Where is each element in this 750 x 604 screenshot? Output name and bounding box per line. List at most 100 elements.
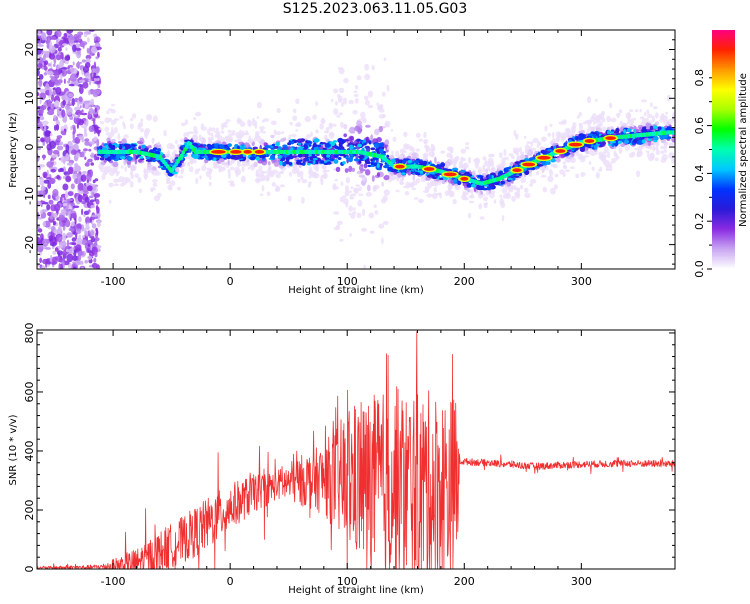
heatmap-cell — [542, 186, 547, 193]
heatmap-cell — [79, 105, 82, 109]
heatmap-cell — [56, 135, 63, 139]
heatmap-cell — [88, 125, 95, 133]
heatmap-cell — [75, 62, 81, 69]
heatmap-cell — [60, 156, 67, 163]
heatmap-cell — [604, 146, 609, 153]
heatmap-cell — [570, 166, 575, 169]
heatmap-cell — [483, 196, 488, 202]
heatmap-cell — [81, 239, 87, 245]
heatmap-cell — [46, 177, 52, 180]
heatmap-cell — [225, 136, 230, 143]
heatmap-cell — [193, 117, 197, 121]
heatmap-cell — [360, 167, 364, 174]
heatmap-cell — [176, 186, 181, 191]
heatmap-cell — [648, 145, 653, 150]
heatmap-cell — [55, 54, 62, 61]
heatmap-cell — [119, 115, 124, 119]
heatmap-cell — [143, 172, 149, 180]
heatmap-cell — [629, 109, 634, 113]
heatmap-cell — [338, 112, 344, 116]
heatmap-cell — [192, 154, 199, 159]
heatmap-cell — [610, 160, 616, 164]
heatmap-cell — [41, 32, 47, 41]
heatmap-cell — [93, 257, 97, 263]
heatmap-cell — [230, 181, 234, 185]
heatmap-cell — [187, 161, 191, 167]
heatmap-cell — [138, 188, 143, 194]
spectrogram-heatmap — [37, 30, 675, 269]
heatmap-cell — [519, 159, 526, 163]
heatmap-cell — [411, 187, 416, 191]
heatmap-cell — [369, 230, 375, 234]
heatmap-cell — [365, 124, 371, 128]
heatmap-cell — [343, 133, 348, 138]
heatmap-cell — [606, 115, 611, 123]
heatmap-cell — [46, 30, 53, 36]
heatmap-cell — [247, 167, 251, 170]
heatmap-cell — [477, 191, 481, 196]
colorbar-tick-label: 0.8 — [693, 69, 706, 87]
heatmap-cell — [85, 72, 91, 79]
heatmap-cell — [404, 191, 410, 196]
heatmap-cell — [590, 116, 595, 122]
heatmap-cell — [344, 190, 350, 197]
heatmap-cell — [469, 189, 474, 194]
heatmap-cell — [536, 164, 544, 167]
heatmap-cell — [446, 152, 453, 158]
heatmap-cell — [38, 74, 44, 80]
heatmap-cell — [220, 130, 225, 134]
x-tick-label: 300 — [571, 275, 592, 288]
heatmap-cell — [134, 173, 140, 178]
heatmap-cell — [444, 190, 449, 197]
heatmap-cell — [485, 189, 490, 196]
heatmap-cell — [633, 117, 636, 121]
heatmap-cell — [620, 143, 625, 147]
heatmap-cell — [115, 170, 119, 177]
heatmap-cell — [295, 129, 299, 132]
heatmap-cell — [653, 125, 658, 129]
heatmap-cell — [605, 164, 610, 171]
heatmap-cell — [275, 173, 281, 179]
heatmap-cell — [73, 116, 80, 125]
heatmap-cell — [147, 145, 152, 149]
heatmap-cell — [639, 108, 642, 113]
heatmap-cell — [412, 173, 416, 181]
heatmap-cell — [48, 177, 56, 185]
heatmap-cell — [350, 186, 354, 189]
heatmap-cell — [354, 191, 359, 194]
heatmap-cell — [323, 162, 329, 165]
heatmap-cell — [627, 115, 630, 122]
heatmap-cell — [79, 178, 81, 184]
heatmap-cell — [391, 150, 394, 155]
heatmap-cell — [553, 184, 559, 190]
heatmap-cell — [237, 134, 242, 142]
heatmap-cell — [631, 126, 638, 130]
heatmap-cell — [37, 143, 40, 146]
heatmap-cell — [292, 115, 298, 121]
ridge-hotspot — [512, 168, 522, 173]
heatmap-cell — [361, 208, 366, 216]
heatmap-cell — [541, 136, 547, 142]
heatmap-cell — [326, 159, 331, 162]
heatmap-cell — [173, 149, 177, 154]
heatmap-cell — [94, 107, 97, 113]
heatmap-cell — [48, 53, 56, 60]
heatmap-cell — [68, 35, 75, 44]
ridge-hotspot — [254, 150, 265, 154]
heatmap-cell — [135, 155, 139, 159]
heatmap-cell — [579, 155, 586, 163]
heatmap-cell — [273, 146, 279, 149]
heatmap-cell — [77, 99, 80, 108]
heatmap-cell — [138, 146, 142, 150]
spectrogram-panel: -100 0 100 200 300 -20 -10 0 10 20 Heigh… — [8, 29, 676, 296]
heatmap-cell — [89, 141, 96, 145]
heatmap-cell — [266, 174, 270, 182]
heatmap-cell — [524, 187, 529, 193]
y-tick-label: 200 — [23, 499, 36, 520]
heatmap-cell — [77, 182, 84, 191]
heatmap-cell — [74, 218, 77, 225]
y-tick-label: -10 — [23, 187, 36, 205]
heatmap-cell — [324, 169, 330, 173]
heatmap-cell — [633, 129, 637, 133]
heatmap-cell — [650, 152, 655, 160]
